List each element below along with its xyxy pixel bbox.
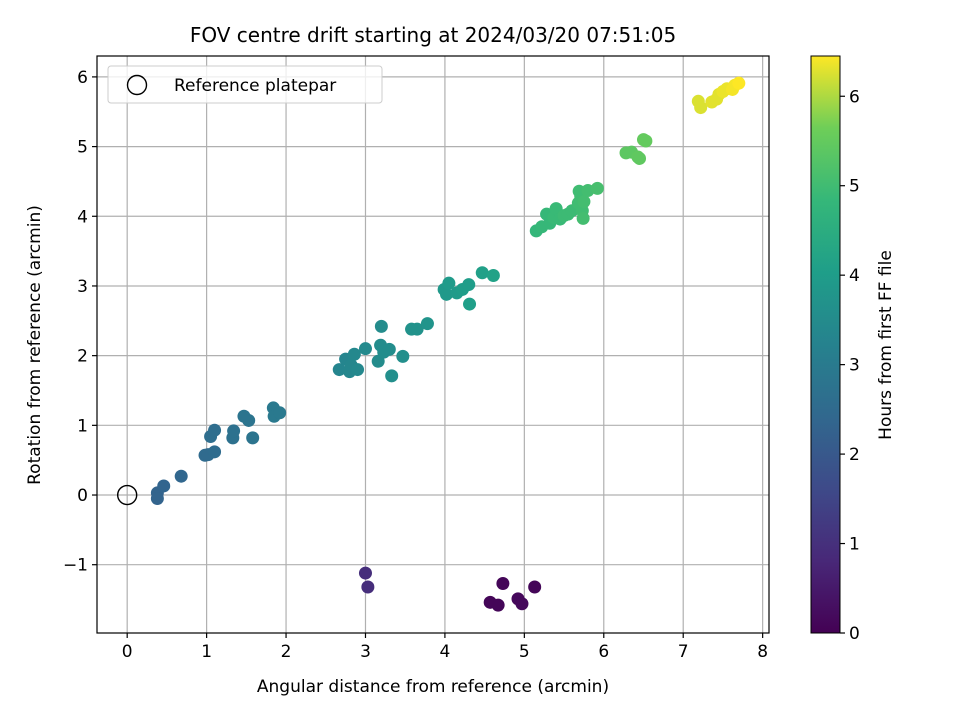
- data-point: [361, 580, 375, 594]
- legend-box: [107, 65, 383, 104]
- data-point: [410, 322, 424, 336]
- data-point: [633, 151, 647, 165]
- x-tick-label: 3: [360, 642, 371, 662]
- data-point: [273, 406, 287, 420]
- data-point: [374, 319, 388, 333]
- x-tick-label: 0: [122, 642, 133, 662]
- colorbar-title: Hours from first FF file: [876, 250, 896, 440]
- data-point: [242, 413, 256, 427]
- data-point: [396, 349, 410, 363]
- x-tick-label: 6: [598, 642, 609, 662]
- y-tick-label: 6: [77, 68, 88, 88]
- colorbar-tick-label: 6: [849, 87, 860, 107]
- scatter-points: [116, 76, 746, 612]
- y-axis-title: Rotation from reference (arcmin): [25, 205, 45, 485]
- colorbar-tick-label: 4: [849, 266, 860, 286]
- data-point: [576, 211, 590, 225]
- data-point: [440, 287, 454, 301]
- x-tick-label: 8: [757, 642, 768, 662]
- colorbar: 0 1 2 3 4 5 6 Hours from first FF file: [810, 55, 896, 644]
- data-point: [332, 363, 346, 377]
- data-point: [227, 424, 241, 438]
- data-point: [208, 445, 222, 459]
- x-tick-label: 5: [519, 642, 530, 662]
- data-point: [358, 342, 372, 356]
- data-point: [639, 134, 653, 148]
- data-point: [358, 566, 372, 580]
- grid-lines: [97, 56, 769, 633]
- data-point: [442, 276, 456, 290]
- data-point: [382, 342, 396, 356]
- data-point: [515, 597, 529, 611]
- data-point: [420, 317, 434, 331]
- colorbar-tick-label: 1: [849, 535, 860, 555]
- chart-title: FOV centre drift starting at 2024/03/20 …: [190, 23, 676, 47]
- data-point: [475, 266, 489, 280]
- data-point: [694, 101, 708, 115]
- y-tick-label: 0: [77, 486, 88, 506]
- colorbar-tick-label: 3: [849, 356, 860, 376]
- reference-platepar-marker: [116, 484, 138, 506]
- data-point: [208, 423, 222, 437]
- y-tick-label: 2: [77, 347, 88, 367]
- data-point: [150, 492, 164, 506]
- y-tick-label: 4: [77, 207, 88, 227]
- data-point: [486, 269, 500, 283]
- x-tick-label: 2: [281, 642, 292, 662]
- y-tick-label: −1: [63, 556, 88, 576]
- data-point: [385, 369, 399, 383]
- axis-ticks: 0 1 2 3 4 5 6 7 8 −1 0 1 2 3 4 5 6: [63, 68, 768, 662]
- colorbar-tick-label: 2: [849, 445, 860, 465]
- legend-marker-reference: [126, 74, 148, 96]
- data-point: [491, 598, 505, 612]
- data-point: [463, 297, 477, 311]
- x-axis-title: Angular distance from reference (arcmin): [257, 677, 609, 697]
- data-point: [351, 363, 365, 377]
- data-point: [246, 431, 260, 445]
- data-point: [528, 580, 542, 594]
- colorbar-tick-label: 0: [849, 624, 860, 644]
- colorbar-gradient: [810, 55, 841, 634]
- data-point: [157, 479, 171, 493]
- y-tick-label: 3: [77, 277, 88, 297]
- data-point: [462, 278, 476, 292]
- x-tick-label: 1: [201, 642, 212, 662]
- legend: Reference platepar: [107, 65, 383, 104]
- data-point: [732, 76, 746, 90]
- data-point: [347, 347, 361, 361]
- x-tick-label: 7: [678, 642, 689, 662]
- data-point: [174, 469, 188, 483]
- colorbar-tick-label: 5: [849, 177, 860, 197]
- y-tick-label: 1: [77, 416, 88, 436]
- data-point: [577, 195, 591, 209]
- data-point: [496, 577, 510, 591]
- data-point: [590, 181, 604, 195]
- y-tick-label: 5: [77, 138, 88, 158]
- legend-label-reference: Reference platepar: [174, 76, 336, 96]
- x-tick-label: 4: [440, 642, 451, 662]
- plot-frame: [96, 55, 770, 634]
- colorbar-ticks: 0 1 2 3 4 5 6: [840, 87, 860, 644]
